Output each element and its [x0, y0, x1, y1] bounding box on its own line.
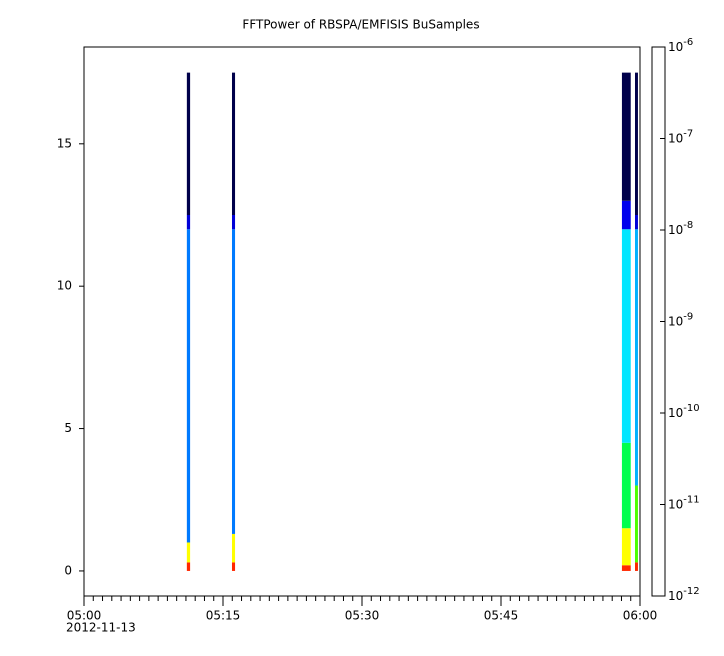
colorbar-tick-label: 10-9 — [668, 312, 693, 329]
spectrogram-cell — [231, 533, 236, 563]
y-tick-label: 10 — [57, 279, 72, 293]
spectrogram-cell — [634, 72, 638, 216]
y-tick-label: 15 — [57, 136, 72, 150]
x-tick-label: 05:45 — [484, 609, 519, 623]
spectrogram-cell — [186, 215, 191, 230]
x-tick-label: 05:30 — [345, 609, 380, 623]
spectrogram-cell — [634, 215, 638, 230]
colorbar-tick-label: 10-10 — [668, 403, 700, 420]
spectrogram-cell — [634, 562, 638, 571]
spectrogram-cell — [621, 565, 631, 571]
x-tick-label: 06:00 — [623, 609, 658, 623]
chart-title: FFTPower of RBSPA/EMFISIS BuSamples — [242, 18, 479, 32]
y-tick-label: 5 — [64, 421, 72, 435]
colorbar-tick-label: 10-12 — [668, 586, 700, 603]
plot-frame — [83, 46, 641, 597]
spectrogram-cell — [621, 528, 631, 566]
y-tick-label: 0 — [64, 563, 72, 577]
spectrogram-cell — [621, 442, 631, 529]
colorbar-tick-label: 10-11 — [668, 495, 700, 512]
x-tick-label: 05:15 — [206, 609, 241, 623]
spectrogram-cell — [634, 485, 638, 563]
spectrogram-cell — [634, 229, 638, 486]
spectrogram-cell — [231, 229, 236, 534]
spectrogram-cell — [231, 562, 236, 571]
spectrogram-cell — [621, 229, 631, 443]
spectrogram-cell — [621, 200, 631, 230]
spectrogram-cell — [186, 562, 191, 571]
colorbar-tick-label: 10-8 — [668, 220, 693, 237]
spectrogram-cell — [621, 72, 631, 201]
spectrogram-cell — [186, 229, 191, 543]
x-tick-label: 05:00 — [67, 609, 102, 623]
spectrogram-cell — [231, 72, 236, 216]
colorbar-tick-label: 10-7 — [668, 129, 693, 146]
spectrogram-cell — [186, 542, 191, 563]
x-date-label: 2012-11-13 — [66, 621, 136, 635]
spectrogram-cell — [186, 72, 191, 216]
colorbar-tick-label: 10-6 — [668, 37, 693, 54]
spectrogram-cell — [231, 215, 236, 230]
